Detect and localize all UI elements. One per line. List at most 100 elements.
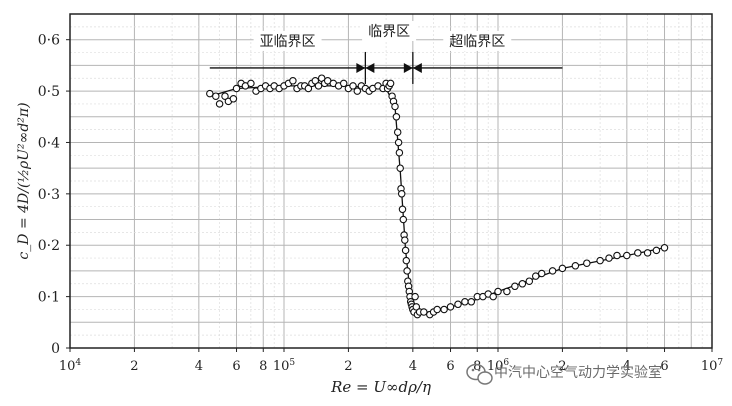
data-point — [289, 77, 297, 85]
data-point — [613, 251, 621, 260]
data-point — [652, 246, 661, 255]
data-point — [304, 84, 313, 93]
tick-labels: 104 2 4 6 8 105 2 4 6 8 106 2 4 6 107 0 0·1 0·2 0·3 0·4 0·5 0… — [38, 33, 724, 374]
data-point — [525, 277, 534, 285]
x-tick-label: 2 — [130, 359, 138, 374]
x-tick-label: 8 — [259, 359, 267, 374]
x-tick-label: 6 — [660, 359, 668, 374]
x-axis-label: Re = U∞dρ/η — [330, 378, 431, 396]
data-point — [403, 267, 411, 275]
data-point — [531, 272, 540, 280]
data-point — [396, 164, 404, 172]
plot-frame — [69, 13, 713, 349]
data-point — [596, 256, 604, 265]
data-point — [412, 303, 421, 311]
data-point — [402, 256, 411, 265]
data-point — [353, 87, 362, 95]
regime-arrow-left — [412, 62, 422, 73]
x-tick-label: 2 — [558, 359, 566, 374]
y-tick-label: 0·2 — [38, 238, 60, 254]
y-tick-label: 0·5 — [38, 84, 60, 100]
y-axis-label: c_D = 4D/(½ρU²∞d²π) — [16, 102, 32, 259]
data-point — [398, 205, 407, 214]
watermark-text: 中汽中心空气动力学实验室 — [494, 364, 662, 381]
data-point — [232, 84, 241, 93]
data-point — [393, 128, 402, 136]
region-label: 临界区 — [368, 24, 410, 40]
x-tick-label: 106 — [487, 358, 510, 374]
y-tick-label: 0 — [51, 341, 60, 357]
regime-arrow-left — [365, 62, 375, 73]
data-point — [548, 267, 557, 275]
wechat-icon — [466, 363, 493, 385]
data-point — [660, 244, 669, 252]
region-label-bg — [253, 30, 322, 51]
data-point — [339, 79, 348, 88]
data-point — [394, 138, 403, 147]
data-point — [215, 100, 224, 108]
region-label-bg — [362, 21, 417, 41]
data-point — [467, 298, 476, 306]
x-tick-label: 105 — [273, 358, 296, 374]
data-point — [247, 79, 255, 88]
data-point — [503, 287, 511, 296]
data-point — [440, 305, 448, 314]
data-point — [583, 259, 591, 267]
data-point — [518, 280, 527, 288]
y-tick-label: 0·4 — [38, 135, 60, 151]
x-tick-label: 107 — [701, 358, 724, 374]
x-tick-label: 6 — [446, 359, 454, 374]
grid-lines — [69, 14, 712, 348]
data-point — [399, 215, 408, 224]
data-point — [605, 254, 613, 262]
region-label-bg — [443, 30, 512, 51]
data-point — [634, 249, 642, 257]
x-tick-label: 4 — [409, 359, 417, 374]
x-tick-label: 2 — [344, 359, 352, 374]
x-tick-label: 8 — [473, 359, 481, 374]
data-point — [314, 82, 323, 90]
data-point — [461, 298, 469, 306]
data-point — [494, 287, 502, 296]
data-point — [221, 92, 229, 100]
y-tick-label: 0·1 — [38, 290, 60, 306]
trend-line — [209, 85, 665, 313]
data-point — [537, 269, 546, 278]
data-point — [558, 264, 567, 273]
trend-lines — [209, 85, 665, 313]
regime-arrow-right — [356, 62, 366, 73]
data-points — [206, 74, 669, 319]
data-point — [391, 102, 399, 111]
region-label: 超临界区 — [449, 34, 505, 50]
data-point — [623, 251, 631, 260]
data-point — [392, 113, 401, 121]
data-point — [386, 79, 395, 88]
x-tick-label: 104 — [59, 358, 82, 374]
data-point — [206, 89, 214, 98]
x-tick-label: 4 — [623, 359, 631, 374]
data-point — [349, 82, 357, 90]
data-point — [511, 282, 519, 291]
region-label: 亚临界区 — [260, 34, 316, 50]
data-point — [446, 303, 455, 311]
data-point — [401, 236, 409, 244]
y-tick-label: 0·3 — [38, 187, 60, 203]
data-point — [454, 300, 462, 309]
data-point — [411, 292, 419, 301]
data-point — [229, 95, 238, 103]
data-point — [397, 190, 406, 198]
data-point — [571, 262, 580, 270]
data-point — [212, 92, 220, 100]
x-tick-label: 4 — [195, 359, 203, 374]
data-point — [401, 246, 410, 255]
data-point — [643, 249, 652, 257]
data-point — [433, 305, 441, 314]
watermark: 中汽中心空气动力学实验室 — [466, 363, 662, 385]
y-tick-label: 0·6 — [38, 33, 60, 49]
data-point — [489, 292, 497, 301]
x-tick-label: 6 — [232, 359, 240, 374]
data-point — [420, 308, 428, 316]
